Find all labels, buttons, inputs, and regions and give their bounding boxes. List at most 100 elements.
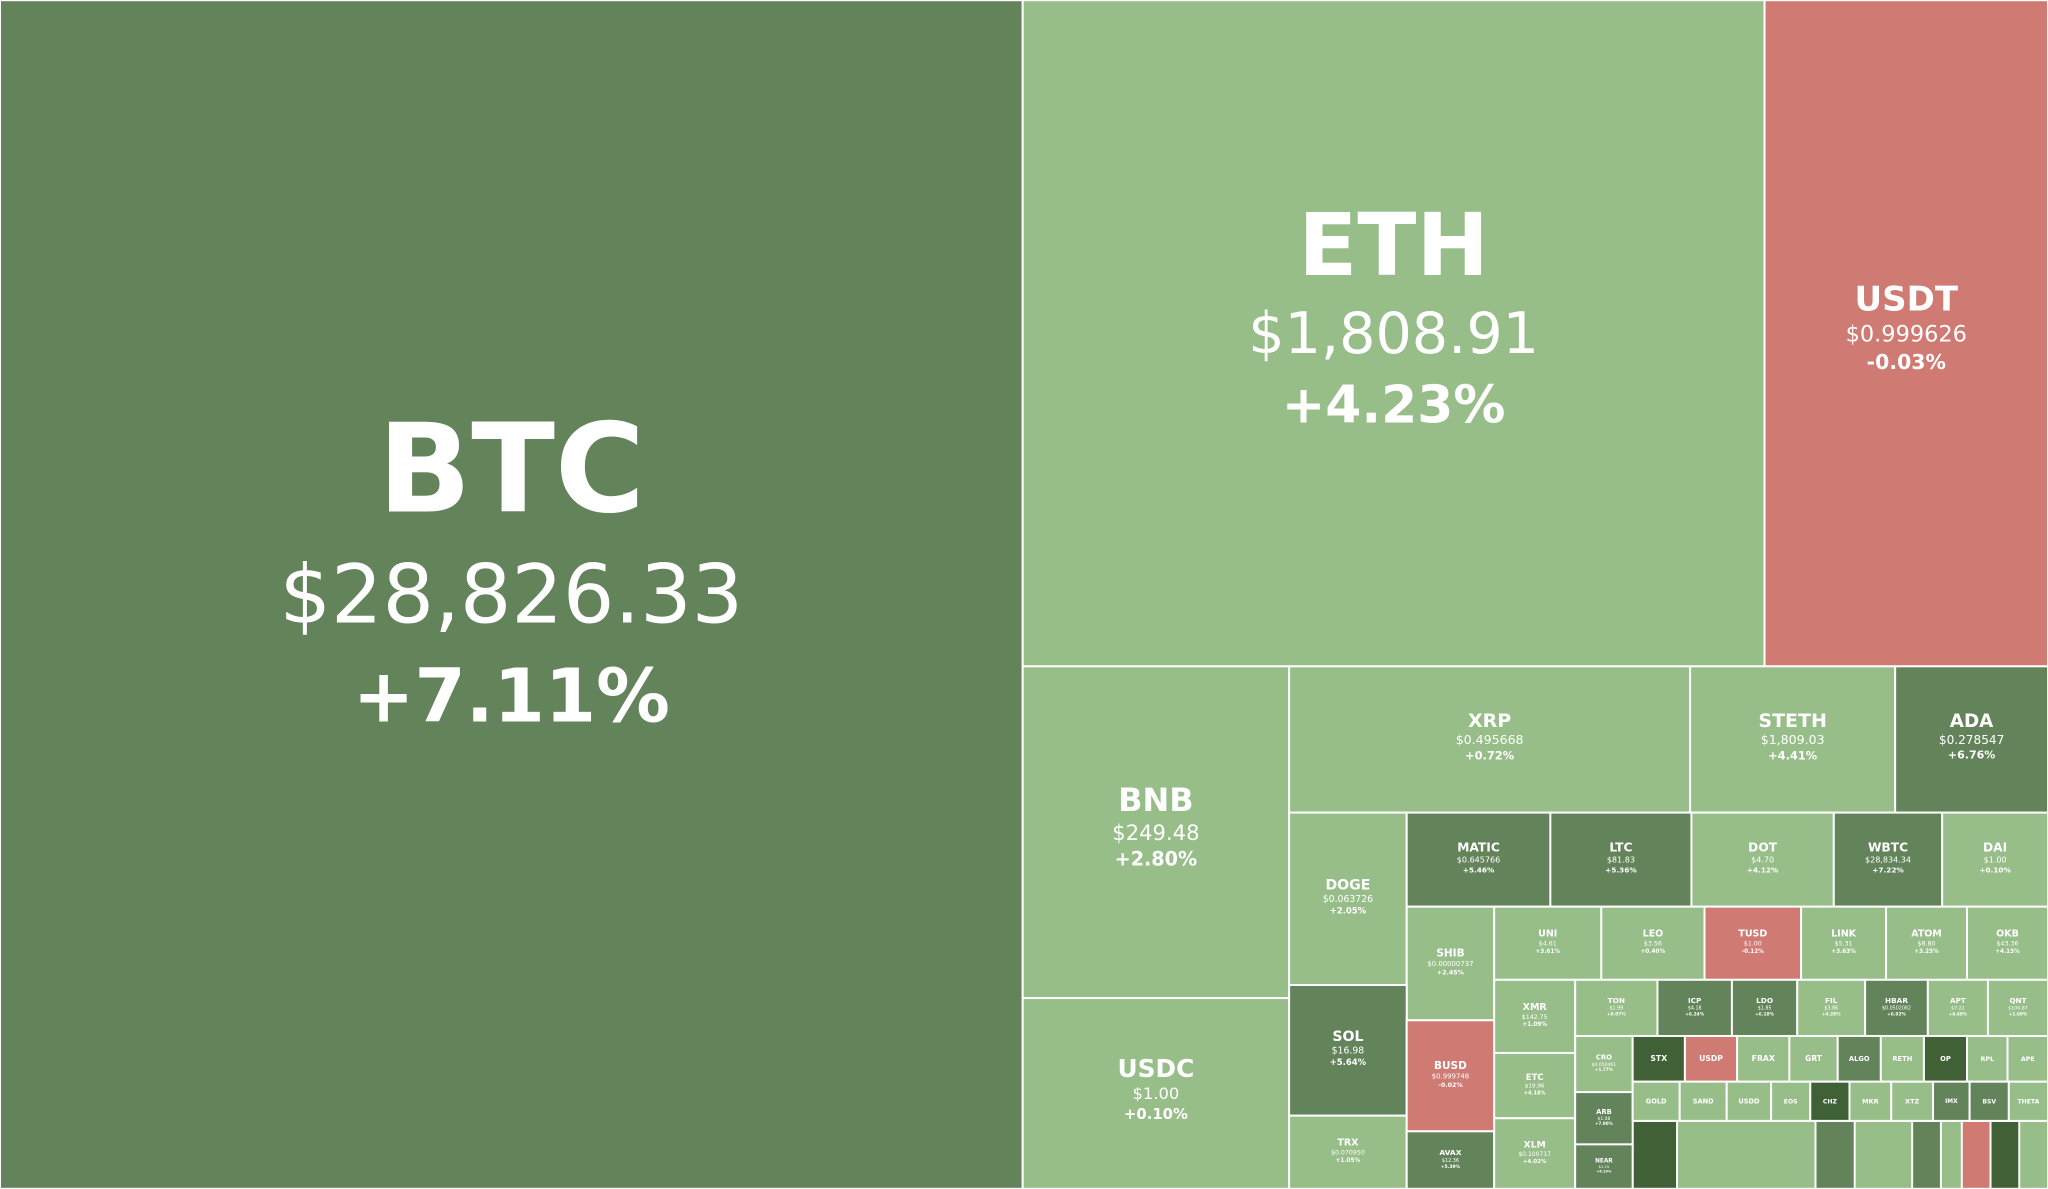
tile-change: +6.92% (1887, 1012, 1906, 1018)
tile (1683, 1034, 1739, 1083)
tile-symbol: STX (1650, 1054, 1667, 1063)
tile (1656, 978, 1733, 1037)
tile-symbol: XMR (1523, 1002, 1548, 1013)
tile-symbol: SOL (1332, 1029, 1363, 1045)
tile-symbol: FRAX (1752, 1054, 1775, 1063)
tile-symbol: USDC (1118, 1054, 1195, 1083)
tile-symbol: USDT (1855, 279, 1959, 319)
tile-symbol: ARB (1596, 1108, 1612, 1116)
tile-price: $3.86 (1824, 1006, 1838, 1012)
tile-price: $1.08 (1598, 1116, 1611, 1122)
tile-symbol: USDP (1699, 1054, 1723, 1063)
tile-symbol: UNI (1538, 929, 1557, 940)
tile-symbol: RPL (1981, 1056, 1994, 1063)
tile-price: $100.87 (2008, 1006, 2028, 1012)
tile-change: +6.18% (1755, 1012, 1774, 1018)
tile (1678, 1080, 1728, 1122)
tile-symbol: MATIC (1457, 841, 1500, 855)
tile (1941, 811, 2048, 908)
tile-price: $0.999748 (1432, 1072, 1469, 1080)
tile-symbol: LEO (1643, 929, 1664, 940)
tile-price: $4.70 (1751, 856, 1774, 865)
tile-price: $1.85 (1758, 1006, 1772, 1012)
tile-symbol: ALGO (1849, 1055, 1870, 1063)
tile (1864, 978, 1929, 1037)
tile-change: +2.45% (1437, 970, 1465, 977)
tile-symbol: EOS (1784, 1098, 1798, 1105)
tile-change: +0.40% (1641, 949, 1666, 955)
tile-change: +1.77% (1595, 1067, 1613, 1072)
tile-symbol: THETA (2017, 1098, 2039, 1105)
tile-symbol: STETH (1758, 710, 1827, 732)
tile-change: +7.11% (353, 654, 670, 739)
tile-change: +3.25% (1914, 949, 1939, 955)
tile-price: $81.83 (1607, 856, 1635, 865)
tile-symbol: QNT (2009, 996, 2026, 1005)
tile (2007, 1080, 2048, 1122)
tile-price: $4.18 (1688, 1006, 1702, 1012)
tile-change: +0.72% (1465, 749, 1515, 763)
tile (1405, 905, 1496, 1022)
tile (1966, 905, 2048, 981)
tile-price: $12.36 (1442, 1158, 1459, 1164)
tile-symbol: GRT (1805, 1054, 1823, 1063)
tile-price: $5.31 (1835, 941, 1853, 948)
tile-symbol: WBTC (1868, 841, 1908, 855)
tile (1848, 1080, 1893, 1122)
tile-symbol: TUSD (1738, 929, 1767, 940)
tile (1600, 905, 1706, 981)
tile-change: +3.63% (1831, 949, 1856, 955)
tile-change: +1.05% (1336, 1158, 1361, 1164)
tile-change: +5.39% (1441, 1164, 1461, 1170)
tile (1021, 0, 1766, 668)
tile-symbol: AVAX (1439, 1148, 1461, 1157)
tile-symbol: ETH (1298, 196, 1489, 296)
tile-price: $1.00 (1744, 941, 1762, 948)
tile-change: +4.23% (1282, 376, 1506, 436)
tile-symbol: FIL (1825, 996, 1838, 1005)
tile (1879, 1034, 1925, 1083)
tile-change: +0.10% (1124, 1105, 1188, 1123)
tile-symbol: LTC (1609, 841, 1632, 855)
tile-change: -0.02% (1438, 1082, 1463, 1089)
tile-symbol: ATOM (1911, 929, 1942, 940)
tile-symbol: HBAR (1885, 996, 1908, 1005)
filler-tiles (1574, 1119, 2048, 1189)
tile-change: +3.61% (1536, 949, 1561, 955)
tile-symbol: NEAR (1595, 1159, 1613, 1165)
tile-change: +4.02% (1523, 1159, 1547, 1165)
tile (1574, 1143, 1634, 1189)
tile-price: $1,808.91 (1248, 301, 1539, 367)
tile-change: +2.05% (1330, 906, 1367, 916)
tile-change: -0.03% (1867, 350, 1946, 374)
tile-price: $0.0502082 (1882, 1006, 1911, 1012)
tile-price: $142.75 (1522, 1014, 1548, 1021)
tile-symbol: MKR (1862, 1097, 1879, 1105)
tile-symbol: OKB (1996, 929, 2019, 940)
tile-symbol: USDD (1738, 1097, 1760, 1105)
tile-price: $1,809.03 (1761, 732, 1825, 747)
tile-change: +0.07% (1607, 1012, 1626, 1018)
tile-change: +2.80% (1115, 848, 1198, 871)
tile (1631, 1080, 1681, 1122)
tile-symbol: TON (1608, 996, 1625, 1005)
tile-symbol: ICP (1688, 996, 1702, 1005)
tile-change: +1.60% (2009, 1012, 2028, 1018)
tile-price: $0.645766 (1457, 856, 1501, 865)
tile-symbol: DOGE (1325, 877, 1370, 893)
tile-price: $28,826.33 (280, 549, 744, 643)
tile-price: $0.999626 (1846, 321, 1967, 347)
tile-price: $249.48 (1112, 820, 1199, 845)
tile-symbol: LINK (1831, 929, 1857, 940)
tile (1288, 984, 1408, 1117)
tile-change: +5.46% (1463, 865, 1495, 874)
tile (1796, 978, 1867, 1037)
tile-price: $0.00000737 (1427, 960, 1473, 968)
tile (1836, 1034, 1882, 1083)
tile-change: +6.10% (1596, 1170, 1611, 1174)
tile-change: +4.68% (1949, 1012, 1968, 1018)
tile-change: -0.12% (1742, 949, 1764, 955)
tile-change: +4.41% (1768, 749, 1818, 763)
tile-symbol: DAI (1983, 841, 2007, 855)
